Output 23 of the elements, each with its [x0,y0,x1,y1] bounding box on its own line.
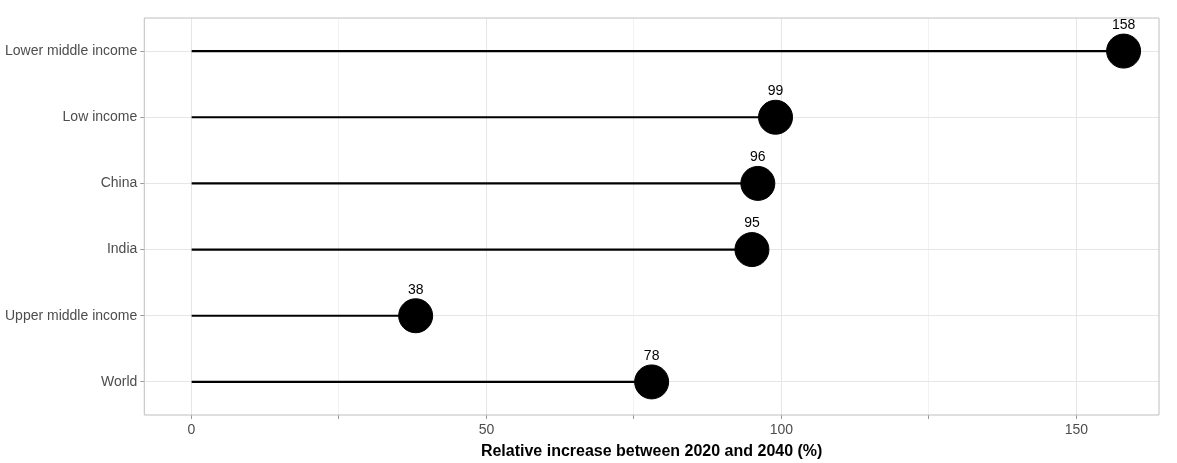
y-tick-label: China [100,174,138,191]
point [740,165,776,201]
point [1106,33,1142,69]
point [634,364,670,400]
x-tick-label: 100 [769,421,794,438]
point [398,298,434,334]
y-tick-label: India [106,240,138,257]
x-tick-label: 150 [1064,421,1089,438]
x-tick-label: 0 [187,421,196,438]
data-label: 158 [1111,15,1136,32]
point [734,232,770,268]
y-tick-label: Low income [62,108,138,125]
y-tick-label: Lower middle income [4,41,138,58]
point [758,99,794,135]
y-tick-label: Upper middle income [4,306,138,323]
x-tick-label: 50 [478,421,495,438]
y-tick-label: World [100,372,138,389]
data-label: 99 [767,82,784,99]
data-label: 38 [407,280,424,297]
x-axis-title: Relative increase between 2020 and 2040 (%) [480,441,823,459]
data-label: 78 [643,346,660,363]
data-label: 95 [744,214,760,231]
data-label: 96 [750,148,766,165]
